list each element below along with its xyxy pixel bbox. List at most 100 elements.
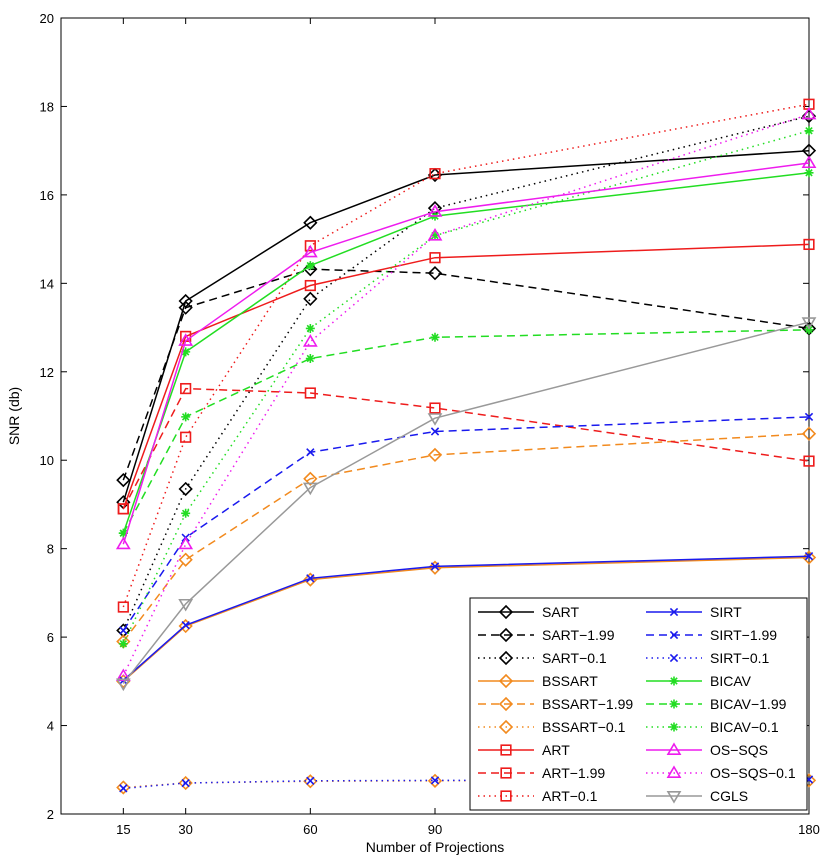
data-point: [801, 550, 817, 565]
data-point: [801, 317, 817, 330]
legend-marker: [498, 719, 514, 735]
legend-label: BSSART−0.1: [542, 719, 626, 735]
data-point: [118, 639, 128, 649]
data-point: [303, 215, 318, 230]
y-axis-title: SNR (db): [6, 387, 22, 445]
y-tick-label: 4: [47, 719, 54, 734]
data-point: [803, 238, 815, 251]
data-point: [181, 412, 191, 422]
data-point: [427, 773, 443, 788]
legend-marker: [500, 790, 512, 802]
legend-label: SART−1.99: [542, 627, 615, 643]
legend-label: BICAV−0.1: [710, 719, 779, 735]
data-point: [305, 323, 315, 333]
data-point: [303, 262, 318, 277]
legend-marker: [669, 722, 679, 732]
data-point: [178, 333, 194, 346]
legend-label: ART−1.99: [542, 765, 605, 781]
data-point: [304, 387, 316, 399]
legend-entry: ART−1.99: [478, 765, 605, 781]
legend-entry: SIRT−1.99: [646, 627, 777, 643]
y-tick-label: 20: [40, 11, 54, 26]
legend-entry: SIRT−0.1: [646, 650, 769, 666]
series-line: [122, 387, 810, 510]
legend: SART SART−1.99 SART−0.1 BSSART BSSART−1.99 BS…: [469, 597, 808, 811]
legend-label: SART−0.1: [542, 650, 607, 666]
series-line: [122, 149, 810, 503]
data-point: [303, 471, 318, 486]
data-point: [302, 334, 318, 347]
y-tick-label: 16: [40, 188, 54, 203]
legend-entry: OS−SQS−0.1: [646, 765, 796, 781]
data-point: [801, 106, 817, 120]
data-point: [804, 168, 814, 178]
legend-label: ART−0.1: [542, 788, 598, 804]
series-os-sqs: [115, 155, 817, 550]
y-tick-label: 6: [47, 630, 54, 645]
y-tick-label: 10: [40, 453, 54, 468]
legend-marker: [669, 699, 679, 709]
data-point: [801, 321, 817, 336]
series-line: [122, 432, 810, 642]
data-point: [801, 426, 817, 441]
data-point: [803, 455, 815, 467]
data-point: [427, 204, 443, 217]
data-point: [804, 552, 814, 561]
data-point: [306, 776, 315, 785]
data-point: [178, 552, 193, 567]
legend-entry: BICAV: [646, 673, 752, 689]
data-point: [178, 775, 193, 791]
legend-marker: [669, 630, 679, 640]
legend-marker: [669, 653, 679, 663]
legend-entry: BSSART−0.1: [478, 719, 626, 735]
data-point: [305, 261, 315, 271]
x-tick-label: 90: [428, 822, 442, 837]
series-line: [122, 321, 810, 684]
legend-entry: SART: [478, 604, 580, 620]
data-point: [303, 774, 318, 789]
data-point: [116, 472, 131, 488]
legend-marker: [498, 673, 514, 689]
legend-entry: BICAV−0.1: [646, 719, 779, 735]
legend-marker: [669, 676, 679, 686]
data-point: [804, 126, 814, 136]
data-point: [429, 252, 441, 264]
series-line: [122, 329, 810, 534]
data-point: [115, 678, 131, 692]
data-point: [429, 168, 441, 180]
legend-label: OS−SQS: [710, 742, 768, 758]
series-line: [122, 162, 810, 545]
x-tick-label: 15: [116, 822, 130, 837]
x-tick-label: 30: [178, 822, 192, 837]
data-point: [119, 626, 128, 635]
legend-entry: OS−SQS: [646, 742, 768, 758]
legend-label: CGLS: [710, 788, 748, 804]
legend-entry: SART−1.99: [478, 627, 615, 643]
data-point: [304, 240, 316, 252]
axis-ticks: 2 4 6 8 10 12 14 16 18 20 15 30 60 90 180: [40, 11, 820, 837]
y-tick-label: 14: [40, 276, 54, 291]
legend-entry: SIRT: [646, 604, 742, 620]
data-point: [119, 784, 128, 793]
legend-label: SIRT−0.1: [710, 650, 769, 666]
legend-label: OS−SQS−0.1: [710, 765, 796, 781]
data-point: [804, 412, 814, 422]
y-tick-label: 8: [47, 542, 54, 557]
data-point: [118, 528, 128, 538]
data-point: [430, 776, 440, 785]
legend-entry: CGLS: [646, 788, 748, 804]
data-point: [303, 291, 318, 306]
series-art: [117, 238, 815, 515]
data-point: [304, 279, 316, 292]
data-point: [427, 413, 443, 426]
x-tick-label: 180: [798, 822, 820, 837]
data-point: [180, 431, 192, 443]
series-sirt-1-99: [119, 412, 814, 635]
data-point: [430, 562, 440, 571]
legend-entry: BSSART: [478, 673, 598, 689]
series-cgls: [115, 317, 817, 692]
legend-label: BSSART: [542, 673, 598, 689]
data-point: [430, 427, 440, 436]
data-point: [429, 402, 441, 414]
